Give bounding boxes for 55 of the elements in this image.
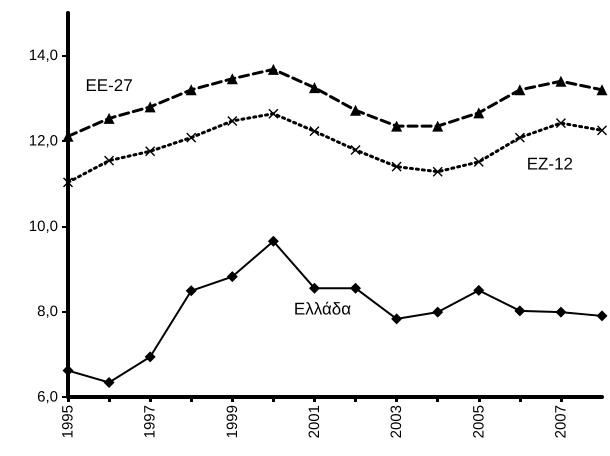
y-tick-label: 14,0: [28, 47, 58, 64]
point: [350, 144, 361, 155]
point: [104, 376, 115, 388]
series-label: EZ-12: [526, 154, 573, 174]
point: [514, 132, 525, 143]
point: [309, 126, 320, 136]
point: [350, 282, 362, 294]
point: [473, 107, 484, 118]
point: [104, 156, 114, 166]
x-tick-label: 2001: [306, 405, 323, 438]
point: [63, 177, 73, 188]
point: [473, 284, 484, 296]
x-tick-label: 2005: [470, 405, 488, 438]
y-tick-label: 6,0: [37, 388, 58, 406]
y-tick-label: 12,0: [28, 132, 58, 150]
x-tick-label: 2003: [388, 405, 406, 438]
point: [432, 120, 444, 132]
point: [556, 118, 566, 128]
point: [144, 101, 156, 112]
x-tick-label: 2007: [552, 405, 570, 438]
point: [268, 236, 279, 247]
x-tick-label: 1997: [142, 405, 159, 438]
point: [596, 84, 608, 96]
y-tick-label: 8,0: [37, 303, 58, 320]
point: [392, 162, 402, 172]
point: [432, 306, 444, 318]
point: [432, 166, 443, 177]
point: [268, 108, 278, 119]
x-tick-label: 1995: [60, 405, 76, 438]
point: [391, 313, 402, 324]
series-label: Ελλάδα: [294, 300, 352, 319]
point: [597, 125, 607, 136]
point: [555, 306, 566, 318]
point: [391, 120, 402, 132]
point: [514, 84, 526, 96]
point: [514, 305, 526, 316]
point: [186, 132, 196, 143]
point: [144, 351, 156, 362]
y-tick-label: 10,0: [28, 218, 58, 235]
point: [308, 82, 320, 94]
series-label: EE-27: [85, 76, 133, 95]
point: [308, 282, 320, 294]
point: [596, 310, 608, 322]
point: [186, 285, 197, 296]
point: [555, 76, 566, 87]
point: [186, 84, 197, 96]
point: [474, 156, 484, 167]
point: [268, 64, 279, 75]
point: [226, 271, 238, 282]
point: [350, 104, 362, 116]
point: [145, 146, 156, 156]
point: [227, 116, 238, 126]
x-tick-label: 1999: [224, 405, 241, 438]
point: [104, 112, 115, 124]
point: [226, 73, 238, 84]
